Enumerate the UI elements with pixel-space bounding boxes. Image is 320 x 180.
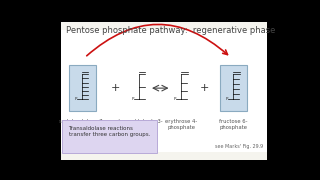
- Text: Transaldolase reactions
transfer three carbon groups.: Transaldolase reactions transfer three c…: [68, 126, 150, 137]
- Text: fructose 6-
phosphate: fructose 6- phosphate: [219, 119, 248, 130]
- Text: P: P: [131, 97, 134, 101]
- FancyBboxPatch shape: [61, 22, 267, 160]
- Text: P: P: [74, 97, 77, 101]
- FancyBboxPatch shape: [220, 65, 247, 111]
- Text: P: P: [226, 97, 228, 101]
- Text: P: P: [173, 97, 176, 101]
- Text: see Marks' Fig. 29.9: see Marks' Fig. 29.9: [215, 144, 263, 149]
- Text: sedoheptulose 7-
phosphate: sedoheptulose 7- phosphate: [60, 119, 105, 130]
- FancyBboxPatch shape: [61, 30, 267, 152]
- FancyBboxPatch shape: [68, 65, 96, 111]
- Text: +: +: [200, 83, 210, 93]
- Text: +: +: [111, 83, 120, 93]
- FancyBboxPatch shape: [40, 22, 61, 160]
- FancyBboxPatch shape: [267, 22, 288, 160]
- FancyBboxPatch shape: [61, 120, 157, 153]
- Text: erythrose 4-
phosphate: erythrose 4- phosphate: [165, 119, 197, 130]
- Text: glyceraldehyde 3-
phosphate: glyceraldehyde 3- phosphate: [116, 119, 163, 130]
- Text: Pentose phosphate pathway:  regenerative phase: Pentose phosphate pathway: regenerative …: [66, 26, 276, 35]
